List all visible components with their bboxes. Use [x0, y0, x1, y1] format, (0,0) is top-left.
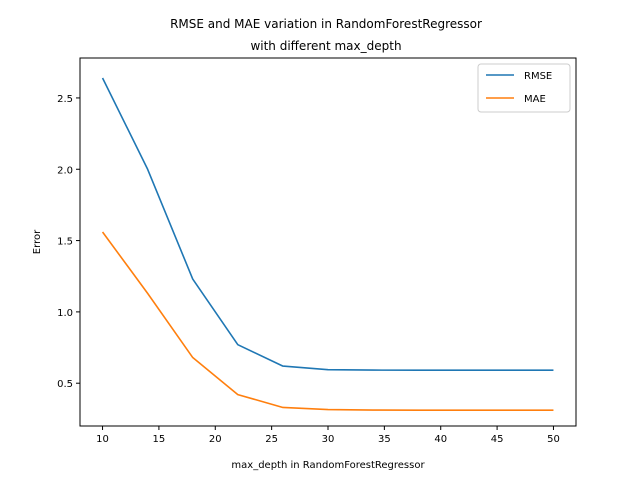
series-line-mae [101, 231, 554, 411]
x-tick-label: 25 [265, 434, 278, 445]
x-tick-label: 10 [96, 434, 109, 445]
x-axis: 10 15 20 25 30 35 40 45 50 [96, 426, 560, 445]
plot-area [101, 77, 554, 411]
x-tick-label: 45 [491, 434, 504, 445]
y-tick-label: 1.5 [57, 237, 73, 248]
y-tick-label: 1.0 [57, 308, 73, 319]
x-tick-label: 30 [322, 434, 335, 445]
x-tick-label: 15 [153, 434, 166, 445]
y-axis-label: Error [32, 229, 43, 254]
x-tick-label: 20 [209, 434, 222, 445]
legend: RMSE MAE [477, 63, 571, 113]
legend-label-mae: MAE [524, 94, 546, 105]
series-line-rmse [101, 77, 554, 372]
chart-title-line-2: with different max_depth [250, 39, 401, 53]
y-tick-label: 0.5 [57, 379, 73, 390]
y-tick-label: 2.5 [57, 94, 73, 105]
chart-title-line-1: RMSE and MAE variation in RandomForestRe… [170, 17, 482, 31]
legend-label-rmse: RMSE [524, 71, 552, 82]
x-tick-label: 50 [547, 434, 560, 445]
x-tick-label: 35 [378, 434, 391, 445]
y-tick-label: 2.0 [57, 165, 73, 176]
legend-box [477, 63, 571, 113]
x-tick-label: 40 [434, 434, 447, 445]
x-axis-label: max_depth in RandomForestRegressor [231, 460, 425, 471]
y-axis: 0.5 1.0 1.5 2.0 2.5 [57, 94, 80, 390]
